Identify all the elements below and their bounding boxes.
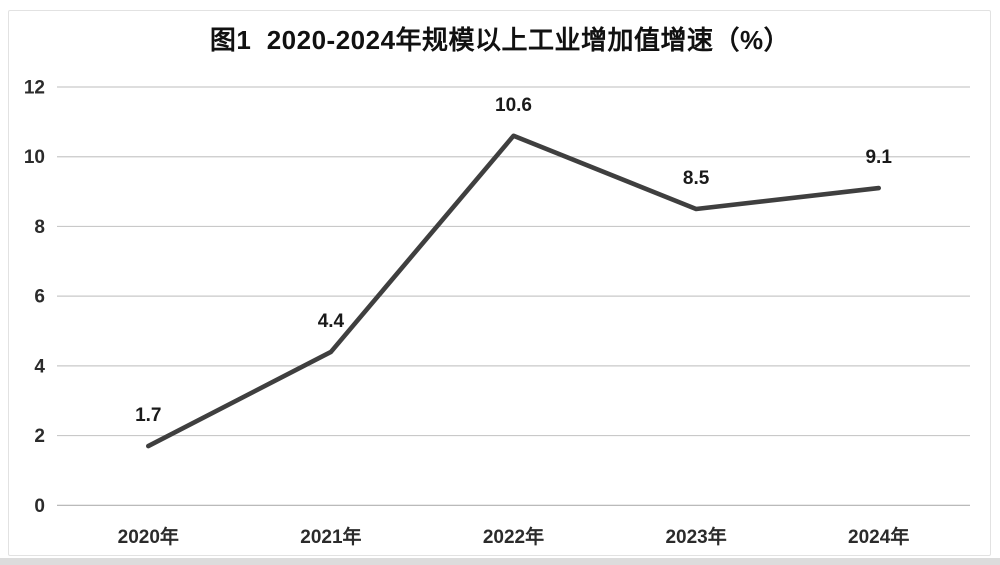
x-axis-tick-label: 2020年 (118, 525, 179, 548)
data-label: 8.5 (683, 168, 710, 189)
y-axis-tick-label: 2 (34, 426, 45, 447)
data-label: 1.7 (135, 405, 161, 426)
y-axis-tick-label: 8 (34, 217, 45, 238)
chart-frame (8, 10, 991, 556)
x-axis-tick-label: 2024年 (848, 525, 909, 548)
x-axis-tick-label: 2022年 (483, 525, 544, 548)
chart-title: 图1 2020-2024年规模以上工业增加值增速（%） (209, 25, 791, 55)
x-axis-tick-label: 2023年 (665, 525, 726, 548)
data-label: 10.6 (495, 95, 532, 116)
bottom-edge-shadow (0, 558, 1000, 565)
y-axis-tick-label: 10 (24, 147, 45, 168)
y-axis-tick-label: 0 (34, 496, 45, 517)
series-line (146, 133, 882, 449)
data-label: 4.4 (318, 311, 345, 332)
y-axis-tick-label: 6 (34, 287, 45, 308)
x-axis-tick-label: 2021年 (300, 525, 361, 548)
data-label: 9.1 (865, 147, 892, 168)
y-axis-tick-label: 12 (24, 78, 45, 99)
y-axis-tick-label: 4 (34, 356, 45, 377)
